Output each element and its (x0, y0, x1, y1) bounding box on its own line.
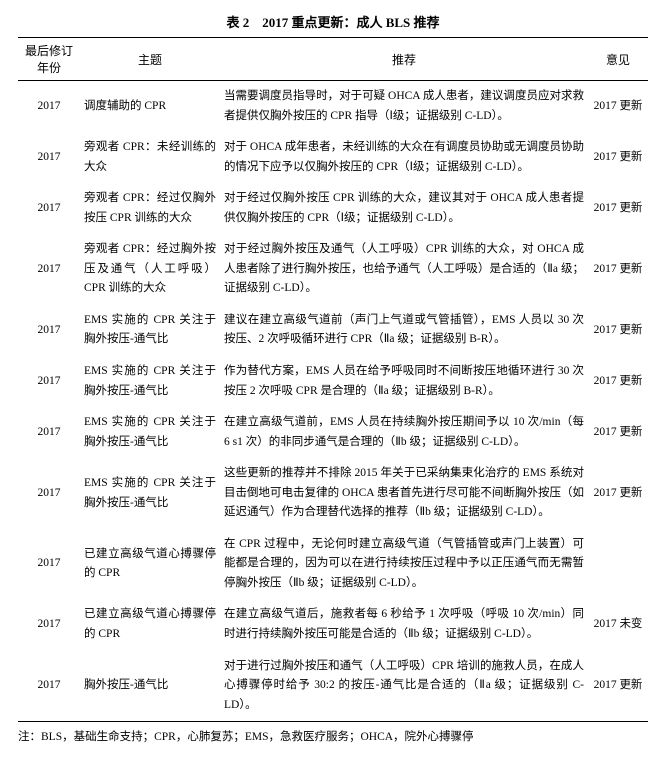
cell-year: 2017 (18, 651, 80, 722)
cell-opinion: 2017 更新 (588, 458, 648, 529)
cell-rec: 在建立高级气道后，施救者每 6 秒给予 1 次呼吸（呼吸 10 次/min）同时… (220, 599, 588, 650)
cell-year: 2017 (18, 81, 80, 133)
col-year: 最后修订年份 (18, 38, 80, 81)
cell-rec: 在建立高级气道前，EMS 人员在持续胸外按压期间予以 10 次/min（每 6 … (220, 407, 588, 458)
cell-opinion: 2017 更新 (588, 305, 648, 356)
cell-topic: EMS 实施的 CPR 关注于胸外按压-通气比 (80, 305, 220, 356)
table-row: 2017EMS 实施的 CPR 关注于胸外按压-通气比这些更新的推荐并不排除 2… (18, 458, 648, 529)
cell-opinion: 2017 更新 (588, 234, 648, 305)
table-footnote: 注：BLS，基础生命支持；CPR，心肺复苏；EMS，急救医疗服务；OHCA，院外… (18, 728, 648, 746)
cell-year: 2017 (18, 599, 80, 650)
table-row: 2017旁观者 CPR：经过胸外按压及通气（人工呼吸）CPR 训练的大众对于经过… (18, 234, 648, 305)
cell-rec: 对于 OHCA 成年患者，未经训练的大众在有调度员协助或无调度员协助的情况下应予… (220, 132, 588, 183)
cell-opinion (588, 529, 648, 600)
cell-year: 2017 (18, 305, 80, 356)
cell-rec: 作为替代方案，EMS 人员在给予呼吸同时不间断按压地循环进行 30 次按压 2 … (220, 356, 588, 407)
table-row: 2017EMS 实施的 CPR 关注于胸外按压-通气比在建立高级气道前，EMS … (18, 407, 648, 458)
header-row: 最后修订年份 主题 推荐 意见 (18, 38, 648, 81)
cell-opinion: 2017 未变 (588, 599, 648, 650)
cell-opinion: 2017 更新 (588, 651, 648, 722)
cell-year: 2017 (18, 407, 80, 458)
cell-year: 2017 (18, 234, 80, 305)
table-row: 2017已建立高级气道心搏骤停的 CPR在建立高级气道后，施救者每 6 秒给予 … (18, 599, 648, 650)
cell-opinion: 2017 更新 (588, 407, 648, 458)
cell-topic: EMS 实施的 CPR 关注于胸外按压-通气比 (80, 407, 220, 458)
col-topic: 主题 (80, 38, 220, 81)
table-row: 2017EMS 实施的 CPR 关注于胸外按压-通气比作为替代方案，EMS 人员… (18, 356, 648, 407)
cell-opinion: 2017 更新 (588, 132, 648, 183)
cell-opinion: 2017 更新 (588, 183, 648, 234)
cell-year: 2017 (18, 529, 80, 600)
cell-year: 2017 (18, 132, 80, 183)
cell-year: 2017 (18, 356, 80, 407)
cell-rec: 对于进行过胸外按压和通气（人工呼吸）CPR 培训的施救人员，在成人心搏骤停时给予… (220, 651, 588, 722)
cell-rec: 当需要调度员指导时，对于可疑 OHCA 成人患者，建议调度员应对求救者提供仅胸外… (220, 81, 588, 133)
cell-rec: 这些更新的推荐并不排除 2015 年关于已采纳集束化治疗的 EMS 系统对目击倒… (220, 458, 588, 529)
cell-opinion: 2017 更新 (588, 356, 648, 407)
cell-topic: 调度辅助的 CPR (80, 81, 220, 133)
table-row: 2017旁观者 CPR：未经训练的大众对于 OHCA 成年患者，未经训练的大众在… (18, 132, 648, 183)
cell-rec: 建议在建立高级气道前（声门上气道或气管插管），EMS 人员以 30 次按压、2 … (220, 305, 588, 356)
cell-topic: 旁观者 CPR：经过胸外按压及通气（人工呼吸）CPR 训练的大众 (80, 234, 220, 305)
cell-topic: EMS 实施的 CPR 关注于胸外按压-通气比 (80, 458, 220, 529)
table-row: 2017胸外按压-通气比对于进行过胸外按压和通气（人工呼吸）CPR 培训的施救人… (18, 651, 648, 722)
table-row: 2017EMS 实施的 CPR 关注于胸外按压-通气比建议在建立高级气道前（声门… (18, 305, 648, 356)
bls-table: 最后修订年份 主题 推荐 意见 2017调度辅助的 CPR当需要调度员指导时，对… (18, 37, 648, 722)
cell-topic: 已建立高级气道心搏骤停的 CPR (80, 529, 220, 600)
cell-rec: 在 CPR 过程中，无论何时建立高级气道（气管插管或声门上装置）可能都是合理的，… (220, 529, 588, 600)
cell-opinion: 2017 更新 (588, 81, 648, 133)
cell-topic: EMS 实施的 CPR 关注于胸外按压-通气比 (80, 356, 220, 407)
col-opinion: 意见 (588, 38, 648, 81)
cell-rec: 对于经过仅胸外按压 CPR 训练的大众，建议其对于 OHCA 成人患者提供仅胸外… (220, 183, 588, 234)
cell-topic: 旁观者 CPR：未经训练的大众 (80, 132, 220, 183)
cell-topic: 旁观者 CPR：经过仅胸外按压 CPR 训练的大众 (80, 183, 220, 234)
cell-topic: 胸外按压-通气比 (80, 651, 220, 722)
col-rec: 推荐 (220, 38, 588, 81)
cell-year: 2017 (18, 183, 80, 234)
table-title: 表 2 2017 重点更新：成人 BLS 推荐 (18, 12, 648, 31)
cell-rec: 对于经过胸外按压及通气（人工呼吸）CPR 训练的大众，对 OHCA 成人患者除了… (220, 234, 588, 305)
table-row: 2017调度辅助的 CPR当需要调度员指导时，对于可疑 OHCA 成人患者，建议… (18, 81, 648, 133)
cell-year: 2017 (18, 458, 80, 529)
table-row: 2017已建立高级气道心搏骤停的 CPR在 CPR 过程中，无论何时建立高级气道… (18, 529, 648, 600)
cell-topic: 已建立高级气道心搏骤停的 CPR (80, 599, 220, 650)
table-row: 2017旁观者 CPR：经过仅胸外按压 CPR 训练的大众对于经过仅胸外按压 C… (18, 183, 648, 234)
